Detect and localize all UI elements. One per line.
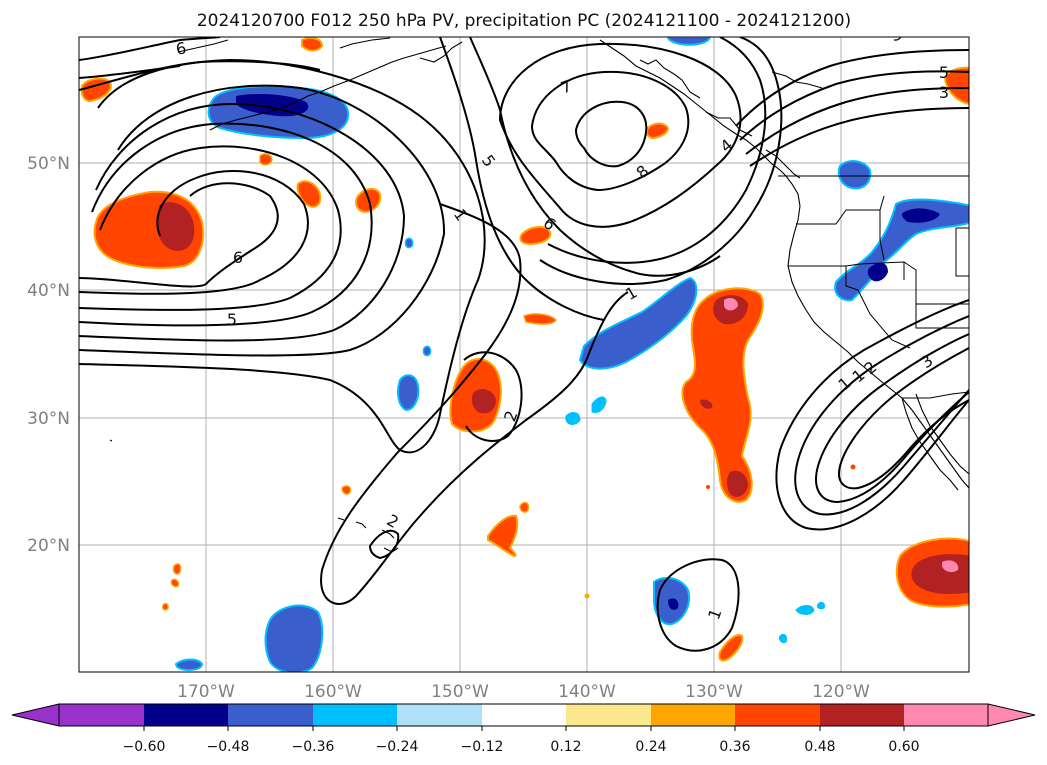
precip-negative-band	[578, 276, 698, 370]
precip-negative-j	[817, 601, 825, 610]
lat-label-50n: 50°N	[27, 154, 70, 174]
colorbar-tick-label: −0.48	[207, 739, 250, 755]
precip-negative-i	[779, 633, 787, 643]
precip-positive-d	[519, 226, 552, 246]
colorbar-segment	[904, 704, 988, 726]
colorbar-segment	[651, 704, 735, 726]
colorbar-extend-high	[987, 703, 1036, 727]
precip-negative-k	[666, 37, 712, 46]
coastlines	[109, 37, 969, 553]
colorbar-segment	[820, 704, 904, 726]
colorbar-segment	[735, 704, 820, 726]
contour-label: 5	[939, 63, 949, 82]
precip-negative-h	[795, 605, 815, 615]
precip-positive-l	[161, 602, 169, 611]
precip-positive-west	[93, 190, 205, 269]
gridlines	[79, 37, 969, 672]
colorbar-tick-labels: −0.60 −0.48 −0.36 −0.24 −0.12 0.12 0.24 …	[123, 739, 920, 755]
colorbar-segment	[397, 704, 482, 726]
colorbar-tick-label: 0.60	[888, 739, 919, 755]
colorbar-tick-label: 0.12	[550, 739, 581, 755]
precip-positive-southeast	[895, 537, 969, 608]
colorbar-tick-label: −0.60	[123, 739, 166, 755]
colorbar-tick-label: −0.12	[461, 739, 504, 755]
colorbar-tick-label: −0.24	[376, 739, 419, 755]
precip-positive-q	[944, 66, 969, 105]
colorbar-segment	[228, 704, 313, 726]
colorbar-tick-label: 0.36	[719, 739, 750, 755]
precip-negative-e	[591, 396, 607, 413]
colorbar-segment	[59, 704, 144, 726]
colorbar-segment	[144, 704, 228, 726]
map-panel: 6 6 5 1 1 7 5 6 8 4 5 3 3 2 2 1 1 1 2 3	[78, 24, 970, 673]
precip-positive-o	[706, 485, 710, 489]
precip-positive-i	[341, 485, 352, 495]
precip-positive-c	[259, 153, 273, 166]
colorbar-segment	[482, 704, 566, 726]
precip-negative-f	[174, 658, 204, 671]
colorbar-tick-label: −0.36	[292, 739, 335, 755]
precip-negative-b	[404, 237, 414, 249]
precip-positive-central	[449, 358, 502, 433]
lat-label-20n: 20°N	[27, 536, 70, 556]
lon-label-150w: 150°W	[431, 682, 489, 702]
contour-label: 6	[174, 38, 187, 58]
colorbar: −0.60 −0.48 −0.36 −0.24 −0.12 0.12 0.24 …	[11, 703, 1036, 755]
precip-negative-a	[397, 374, 420, 412]
precip-positive-p	[850, 464, 856, 470]
lat-label-40n: 40°N	[27, 281, 70, 301]
colorbar-segment	[566, 704, 651, 726]
precip-positive-m	[718, 634, 744, 662]
precip-positive-f	[523, 313, 557, 325]
longitude-labels: 170°W 160°W 150°W 140°W 130°W 120°W	[177, 682, 870, 702]
precip-positive-h	[519, 501, 530, 513]
contour-label: 6	[233, 248, 243, 267]
precip-negative-d	[565, 412, 581, 425]
lon-label-130w: 130°W	[685, 682, 743, 702]
contour-label: 3	[939, 83, 949, 102]
precip-negative-g-core	[668, 598, 679, 610]
precip-positive-g	[487, 514, 519, 558]
pv-contours	[79, 37, 969, 652]
colorbar-segment	[313, 704, 397, 726]
precip-positive-n	[584, 593, 590, 599]
lon-label-170w: 170°W	[177, 682, 235, 702]
latitude-labels: 50°N 40°N 30°N 20°N	[27, 154, 70, 556]
precip-positive-east	[681, 287, 764, 503]
colorbar-frame	[58, 703, 989, 727]
lon-label-120w: 120°W	[812, 682, 870, 702]
precip-negative-westus	[834, 160, 969, 302]
precip-positive-r	[301, 37, 324, 52]
map-frame	[78, 36, 970, 673]
precip-positive-a	[296, 180, 322, 208]
precip-positive-j	[172, 563, 182, 575]
lon-label-160w: 160°W	[304, 682, 362, 702]
contour-label: 3	[889, 24, 904, 45]
lon-label-140w: 140°W	[558, 682, 616, 702]
precipitation-fields	[80, 37, 969, 672]
colorbar-tick-label: 0.24	[635, 739, 666, 755]
colorbar-ticks	[143, 726, 905, 731]
precip-negative-south	[264, 604, 324, 672]
lat-label-30n: 30°N	[27, 409, 70, 429]
precip-negative-c	[422, 345, 432, 357]
contour-label: 5	[227, 310, 237, 329]
precip-positive-e	[645, 122, 670, 140]
colorbar-tick-label: 0.48	[804, 739, 835, 755]
figure-title: 2024120700 F012 250 hPa PV, precipitatio…	[197, 11, 851, 31]
borders	[778, 175, 969, 399]
precip-positive-k	[170, 578, 180, 588]
colorbar-extend-low	[11, 703, 60, 727]
